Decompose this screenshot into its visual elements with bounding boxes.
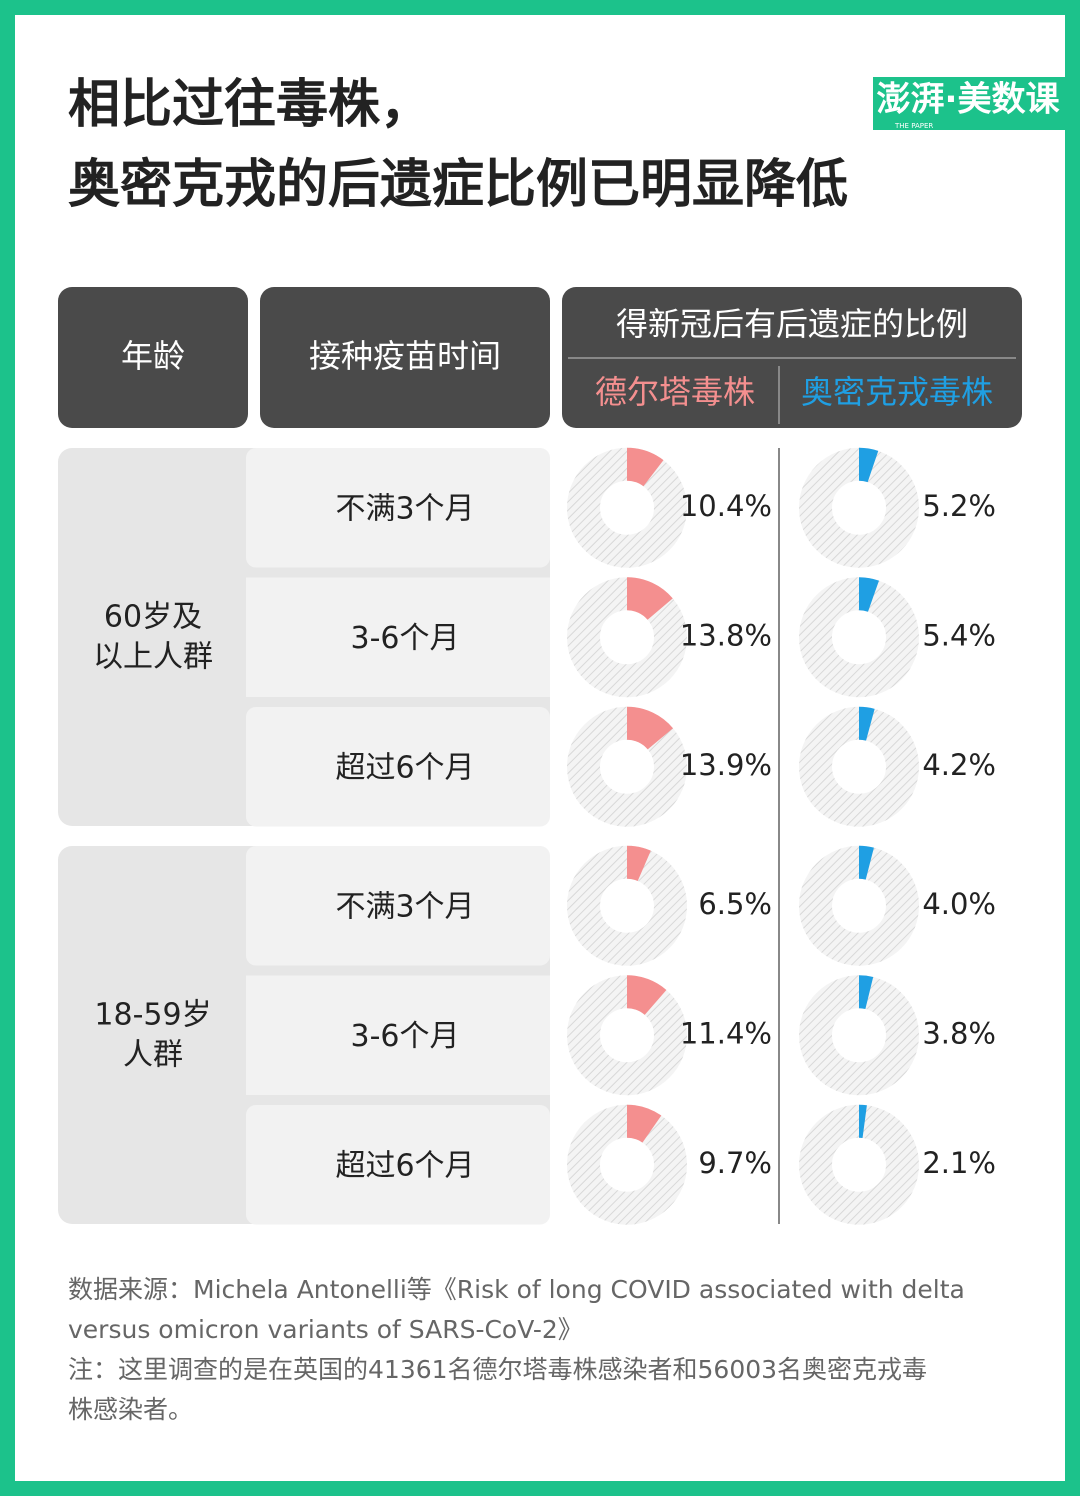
donut-segment [859, 975, 874, 1010]
note: 数据来源：Michela Antonelli等《Risk of long COV… [68, 1275, 965, 1304]
row-label: 超过6个月 [335, 750, 474, 785]
note: 注：这里调查的是在英国的41361名德尔塔毒株感染者和56003名奥密克戎毒 [68, 1355, 927, 1384]
logo: 澎湃·美数课 [877, 80, 1061, 120]
value-label: 11.4% [680, 1016, 772, 1050]
logo-bg [873, 77, 1080, 130]
value-label: 13.9% [680, 748, 772, 782]
header-ratio: 得新冠后有后遗症的比例 [616, 305, 968, 343]
value-label: 4.0% [922, 887, 996, 921]
row-label: 超过6个月 [335, 1148, 474, 1183]
donut-segment [627, 577, 673, 620]
value-label: 9.7% [698, 1146, 772, 1180]
row-cell [246, 846, 550, 966]
donut-segment [859, 577, 879, 612]
series-name: 德尔塔毒株 [595, 373, 755, 411]
value-label: 3.8% [922, 1016, 996, 1050]
value-label: 4.2% [922, 748, 996, 782]
group-label: 以上人群 [93, 640, 213, 675]
value-label: 5.4% [922, 618, 996, 652]
group-label: 60岁及 [104, 600, 202, 635]
donut-segment [627, 845, 651, 881]
row-label: 不满3个月 [335, 491, 474, 526]
row-label: 不满3个月 [335, 889, 474, 924]
value-label: 13.8% [680, 618, 772, 652]
value-label: 5.2% [922, 489, 996, 523]
row-cell [246, 975, 550, 1095]
group-label: 人群 [123, 1038, 183, 1073]
title-line: 奥密克戎的后遗症比例已明显降低 [68, 155, 848, 215]
header-age: 年龄 [121, 337, 185, 375]
donut-segment [859, 706, 875, 741]
note: versus omicron variants of SARS-CoV-2》 [68, 1315, 583, 1344]
donut-segment [859, 447, 879, 483]
row-cell [246, 707, 550, 827]
row-cell [246, 577, 550, 697]
donut-segment [859, 1104, 867, 1138]
group-label: 18-59岁 [94, 998, 211, 1033]
header-vaccine: 接种疫苗时间 [309, 337, 501, 375]
value-label: 6.5% [698, 887, 772, 921]
series-name: 奥密克戎毒株 [801, 373, 993, 411]
row-cell [246, 448, 550, 568]
title-line: 相比过往毒株， [68, 75, 432, 135]
donut-segment [859, 845, 874, 880]
donut-segment [627, 975, 667, 1015]
row-label: 3-6个月 [351, 621, 460, 656]
header-cell [260, 287, 550, 428]
row-cell [246, 1105, 550, 1225]
note: 株感染者。 [68, 1395, 193, 1424]
value-label: 10.4% [680, 489, 772, 523]
row-label: 3-6个月 [351, 1019, 460, 1054]
header-cell [58, 287, 248, 428]
donut-segment [627, 706, 673, 750]
donut-segment [627, 447, 664, 487]
logo-sub: THE PAPER [894, 122, 933, 130]
value-label: 2.1% [922, 1146, 996, 1180]
donut-segment [627, 1104, 662, 1143]
